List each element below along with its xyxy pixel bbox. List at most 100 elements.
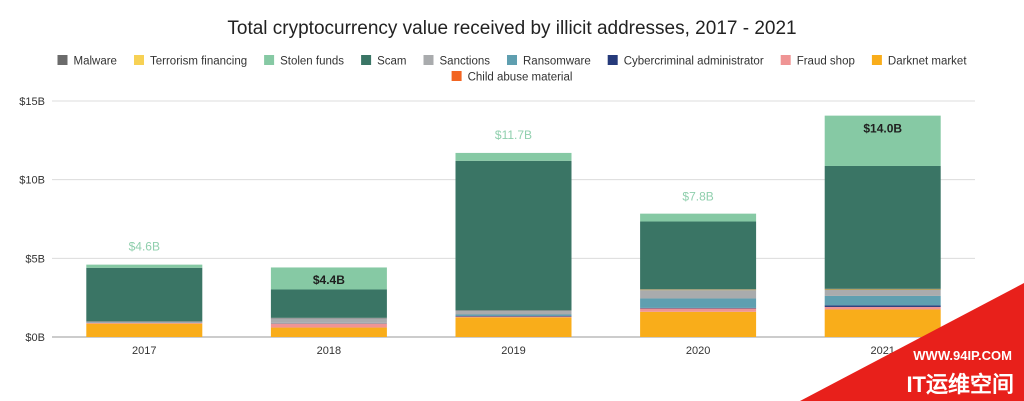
- bar-2019: [455, 152, 572, 337]
- legend-label: Terrorism financing: [150, 56, 247, 68]
- bar-segment-ransomware-2019: [455, 314, 572, 317]
- y-tick-label: $10B: [19, 175, 45, 187]
- bar-segment-scam-2021: [824, 165, 941, 289]
- legend-item-ransomware: Ransomware: [507, 55, 591, 68]
- x-tick-label: 2018: [317, 345, 341, 357]
- legend-item-scam: Scam: [361, 55, 407, 68]
- legend-label: Fraud shop: [797, 56, 855, 68]
- legend-row: Malware Terrorism financing Stolen funds Sc…: [57, 55, 967, 68]
- bar-segment-stolen-funds-2021: [824, 115, 941, 166]
- bar-segment-terrorism-financing-2021: [824, 289, 941, 290]
- bar-segment-darknet-market-2017: [86, 323, 203, 337]
- bar-segment-scam-2019: [455, 160, 572, 311]
- bar-segment-stolen-funds-2020: [640, 213, 757, 222]
- y-tick-label: $15B: [19, 96, 45, 108]
- total-label-2019: $11.7B: [495, 128, 532, 142]
- bar-segment-ransomware-2020: [640, 298, 757, 308]
- bar-2021: [824, 115, 941, 337]
- bar-segment-cybercriminal-administrator-2019: [455, 316, 572, 317]
- bar-segment-stolen-funds-2018: [270, 267, 387, 290]
- bar-segment-sanctions-2019: [455, 310, 572, 315]
- legend-item-sanctions: Sanctions: [423, 55, 491, 68]
- bar-segment-darknet-market-2020: [640, 311, 757, 337]
- bar-segment-stolen-funds-2017: [86, 264, 203, 268]
- total-labels: $4.6B $4.4B $11.7B $7.8B $14.0B: [129, 122, 903, 287]
- bar-segment-malware-2019: [455, 310, 572, 311]
- bar-segment-scam-2018: [270, 289, 387, 318]
- bars: [86, 115, 941, 337]
- bar-segment-darknet-market-2019: [455, 317, 572, 337]
- legend-row: Child abuse material: [451, 71, 573, 84]
- bar-segment-scam-2020: [640, 221, 757, 290]
- bar-segment-fraud-shop-2020: [640, 308, 757, 312]
- legend-swatch: [57, 55, 68, 65]
- legend-item-terrorism-financing: Terrorism financing: [134, 55, 247, 68]
- bar-segment-ransomware-2021: [824, 295, 941, 306]
- bar-segment-fraud-shop-2021: [824, 306, 941, 310]
- legend-label: Darknet market: [888, 56, 967, 68]
- legend-label: Sanctions: [440, 56, 491, 68]
- legend-swatch: [134, 55, 144, 65]
- legend-item-fraud-shop: Fraud shop: [780, 55, 855, 68]
- watermark-brand: IT运维空间: [906, 372, 1014, 397]
- legend-item-cybercriminal-administrator: Cybercriminal administrator: [607, 55, 764, 68]
- legend-label: Child abuse material: [468, 72, 573, 84]
- x-tick-label: 2020: [686, 345, 710, 357]
- legend-swatch: [780, 55, 791, 65]
- legend-label: Malware: [74, 56, 117, 68]
- legend-item-malware: Malware: [57, 55, 117, 68]
- legend-label: Scam: [377, 56, 406, 68]
- legend-swatch: [607, 55, 618, 65]
- total-label-2018: $4.4B: [313, 273, 345, 287]
- legend-item-child-abuse-material: Child abuse material: [451, 71, 573, 84]
- x-axis-ticks: 2017 2018 2019 2020 2021: [132, 345, 895, 357]
- total-label-2017: $4.6B: [129, 240, 160, 254]
- legend-item-darknet-market: Darknet market: [871, 55, 967, 68]
- bar-segment-ransomware-2017: [86, 322, 203, 323]
- x-tick-label: 2019: [501, 345, 525, 357]
- bar-segment-fraud-shop-2018: [270, 323, 387, 328]
- bar-segment-sanctions-2017: [86, 321, 203, 323]
- legend-swatch: [423, 55, 434, 65]
- x-tick-label: 2017: [132, 345, 156, 357]
- legend-swatch: [507, 55, 517, 65]
- bar-segment-malware-2017: [86, 321, 203, 322]
- bar-segment-ransomware-2018: [270, 322, 387, 324]
- bar-2020: [640, 213, 757, 337]
- legend-label: Cybercriminal administrator: [624, 56, 764, 68]
- bar-segment-cybercriminal-administrator-2021: [824, 305, 941, 307]
- bar-segment-stolen-funds-2019: [455, 152, 572, 161]
- bar-segment-cybercriminal-administrator-2020: [640, 307, 757, 309]
- bar-segment-fraud-shop-2019: [455, 316, 572, 318]
- bar-segment-darknet-market-2021: [824, 309, 941, 337]
- bar-segment-fraud-shop-2017: [86, 322, 203, 324]
- total-label-2020: $7.8B: [682, 189, 713, 203]
- legend: Malware Terrorism financing Stolen funds Sc…: [57, 55, 967, 84]
- legend-label: Stolen funds: [280, 56, 344, 68]
- legend-item-stolen-funds: Stolen funds: [264, 55, 344, 68]
- legend-swatch: [264, 55, 275, 65]
- x-tick-label: 2021: [870, 345, 894, 357]
- bar-segment-scam-2017: [86, 267, 203, 322]
- bar-segment-terrorism-financing-2020: [640, 289, 757, 291]
- bar-2017: [86, 264, 203, 337]
- watermark-triangle: [800, 283, 1024, 401]
- chart-title: Total cryptocurrency value received by i…: [227, 18, 796, 39]
- legend-swatch: [361, 55, 372, 65]
- bar-segment-sanctions-2021: [824, 289, 941, 296]
- y-tick-label: $0B: [25, 332, 45, 344]
- bar-segment-sanctions-2018: [270, 318, 387, 323]
- legend-swatch: [871, 55, 882, 65]
- bar-2018: [270, 267, 387, 337]
- y-tick-label: $5B: [25, 253, 45, 265]
- total-label-2021: $14.0B: [863, 122, 902, 136]
- bar-segment-malware-2018: [270, 317, 387, 319]
- bar-segment-malware-2021: [824, 288, 941, 290]
- bar-segment-malware-2020: [640, 289, 757, 290]
- watermark: WWW.94IP.COM IT运维空间: [800, 283, 1024, 401]
- bar-segment-darknet-market-2018: [270, 327, 387, 337]
- bar-segment-sanctions-2020: [640, 289, 757, 299]
- legend-label: Ransomware: [523, 56, 591, 68]
- legend-swatch: [451, 71, 462, 81]
